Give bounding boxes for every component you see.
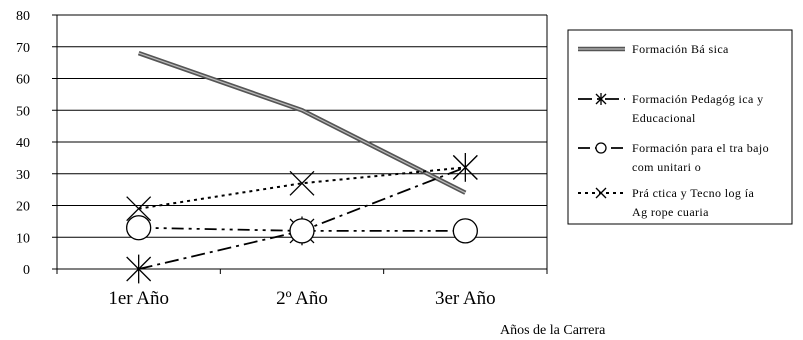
- legend-item: Formación Pedagóg ica y Educacional: [578, 92, 764, 125]
- legend-label: Ag rope cuaria: [632, 205, 709, 219]
- series-line: [138, 226, 466, 232]
- plot-area: [56, 14, 548, 284]
- legend-label: Formación Pedagóg ica y: [632, 92, 764, 106]
- series-line-inner: [138, 52, 466, 194]
- y-tick-label: 0: [23, 263, 30, 278]
- circle-mark: [289, 218, 315, 244]
- x-mark: [452, 154, 478, 180]
- series-2: [126, 215, 478, 244]
- legend: Formación Bá sica Formación Pedagóg ica y…: [567, 29, 793, 225]
- series-0: [137, 50, 467, 195]
- legend-label: Prá ctica y Tecno log ía: [632, 186, 754, 200]
- data-point: [452, 154, 478, 180]
- series-3: [126, 154, 478, 222]
- legend-label: Educacional: [632, 111, 696, 125]
- y-tick-label: 70: [16, 41, 30, 56]
- data-point: [289, 170, 315, 196]
- x-mark: [126, 196, 152, 222]
- circle-mark: [595, 142, 607, 154]
- x-axis-label: Años de la Carrera: [500, 323, 606, 338]
- y-tick-label: 30: [16, 168, 30, 183]
- legend-label: Formación Bá sica: [632, 42, 729, 56]
- legend-item: Formación Bá sica: [578, 42, 729, 56]
- y-tick-label: 50: [16, 104, 30, 119]
- y-tick-label: 60: [16, 73, 30, 88]
- legend-item: Formación para el tra bajo com unitari o: [578, 141, 769, 174]
- y-tick-label: 20: [16, 200, 30, 215]
- circle-mark: [126, 215, 152, 241]
- x-tick-label: 1er Año: [108, 288, 169, 309]
- data-point: [126, 215, 152, 241]
- x-mark: [595, 187, 607, 199]
- data-point: [126, 254, 152, 284]
- legend-label: com unitari o: [632, 160, 701, 174]
- legend-item: Prá ctica y Tecno log ía Ag rope cuaria: [578, 186, 754, 219]
- y-tick-label: 10: [16, 231, 30, 246]
- circle-mark: [452, 218, 478, 244]
- data-point: [289, 218, 315, 244]
- legend-box: [567, 29, 793, 225]
- x-axis: Años de la Carrera 1er Año 2º Año 3er Año: [56, 269, 606, 338]
- data-point: [452, 218, 478, 244]
- data-point: [126, 196, 152, 222]
- y-tick-label: 40: [16, 136, 30, 151]
- x-tick-label: 2º Año: [276, 288, 328, 309]
- x-mark: [289, 170, 315, 196]
- y-axis: 0 10 20 30 40 50 60 70 80: [16, 9, 57, 278]
- legend-label: Formación para el tra bajo: [632, 141, 769, 155]
- y-tick-label: 80: [16, 9, 30, 24]
- x-tick-label: 3er Año: [435, 288, 496, 309]
- series-line: [138, 166, 466, 210]
